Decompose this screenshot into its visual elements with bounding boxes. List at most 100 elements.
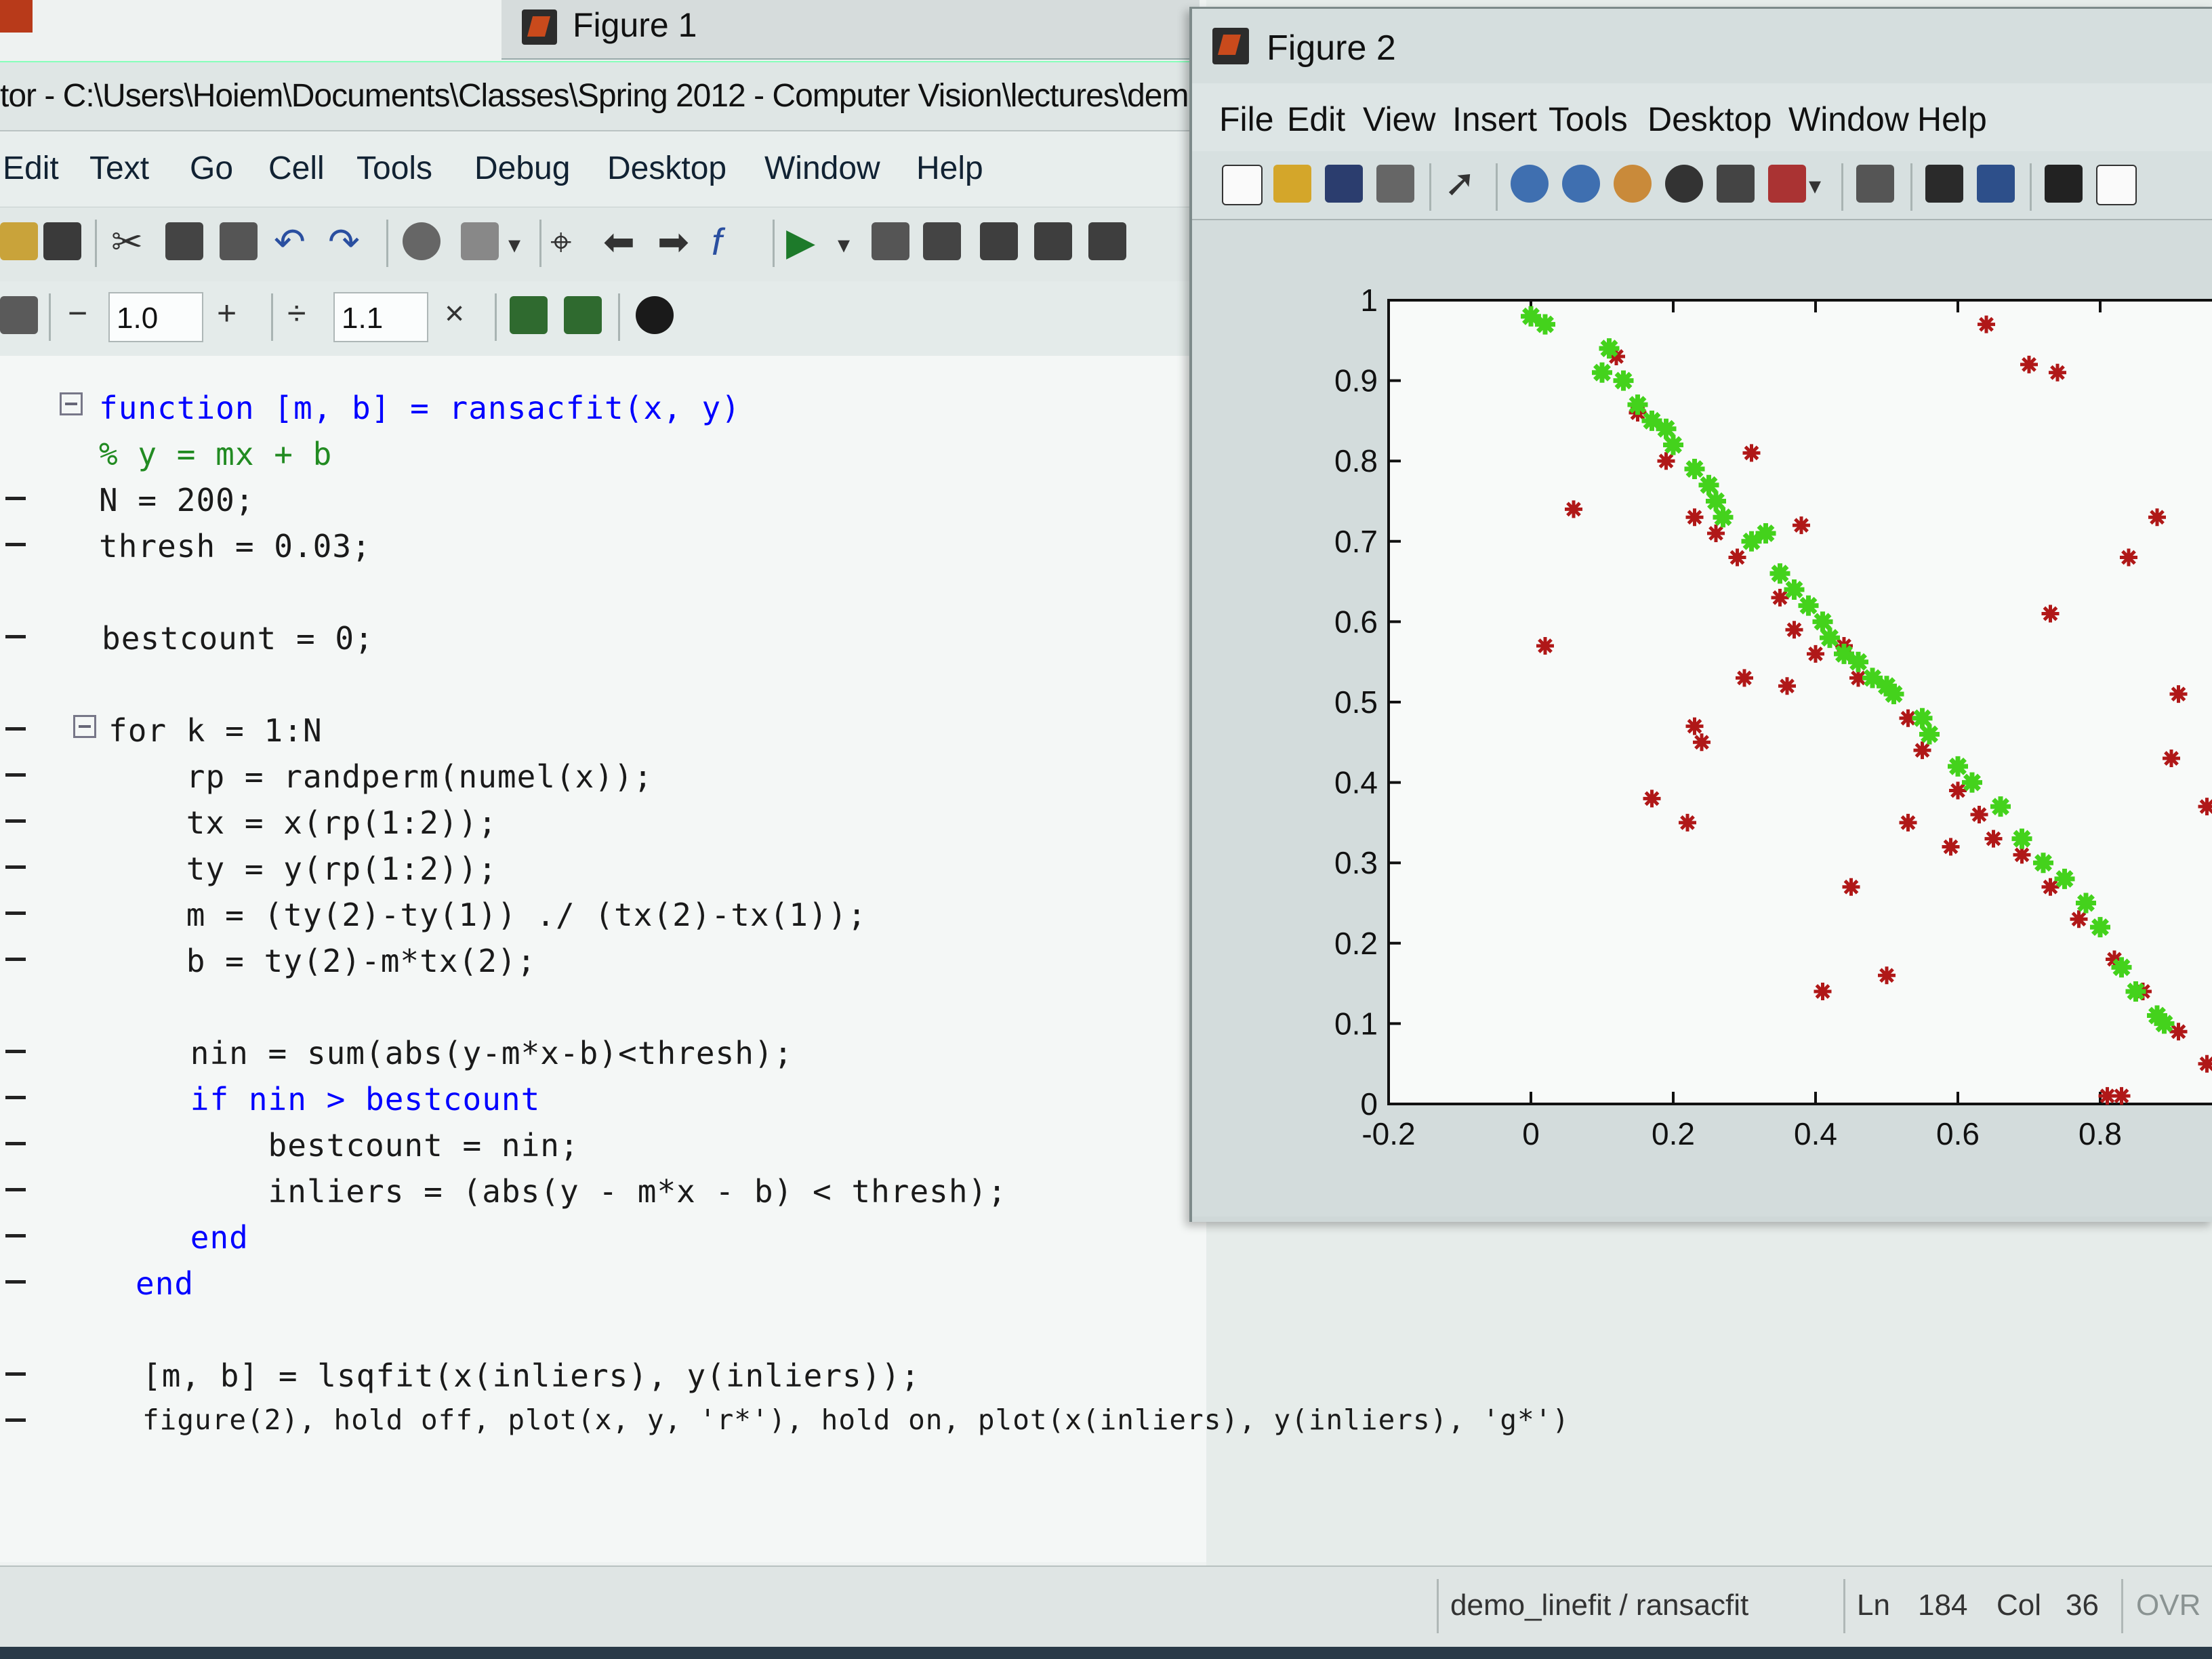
- red-star-point: [2020, 355, 2038, 373]
- rotate-3d-icon[interactable]: [1665, 165, 1703, 203]
- y-tick-label: 0.9: [1334, 363, 1378, 398]
- toolbar-separator: [539, 220, 541, 267]
- menu-debug[interactable]: Debug: [474, 150, 571, 186]
- x-tick-label: 0.4: [1794, 1116, 1837, 1151]
- menu-help[interactable]: Help: [916, 150, 983, 186]
- status-ovr-mode: OVR: [2136, 1589, 2201, 1622]
- pan-hand-icon[interactable]: [1614, 165, 1652, 203]
- fig-menu-file[interactable]: File: [1219, 100, 1274, 138]
- figure2-canvas[interactable]: 0 0.1 0.2 0.3 0.4 0.5 0.6 0.7 0.8 0.9 1 -0.2 0 0.2 0.4…: [1192, 220, 2212, 1216]
- paste-icon[interactable]: [220, 222, 258, 260]
- legend-icon[interactable]: [1977, 165, 2015, 203]
- editor-title-text: tor - C:\Users\Hoiem\Documents\Classes\S…: [0, 78, 1189, 114]
- data-cursor-icon[interactable]: [1717, 165, 1755, 203]
- link-plot-icon[interactable]: [1856, 165, 1894, 203]
- brush-icon[interactable]: [1768, 165, 1806, 203]
- back-arrow-icon[interactable]: ⬅: [603, 220, 635, 263]
- function-icon[interactable]: f: [712, 220, 722, 263]
- print-icon[interactable]: [403, 222, 441, 260]
- new-figure-icon[interactable]: [1222, 165, 1263, 205]
- save-icon[interactable]: [1325, 165, 1363, 203]
- chevron-down-icon[interactable]: ▾: [838, 230, 851, 258]
- scatter-plot[interactable]: 00.10.20.30.40.50.60.70.80.91-0.2 0 0.2 0.4…: [1192, 220, 2212, 1216]
- menu-tools[interactable]: Tools: [356, 150, 433, 186]
- evaluate-cell-icon[interactable]: [510, 296, 548, 334]
- hide-plot-tools-icon[interactable]: [2045, 165, 2083, 203]
- run-icon[interactable]: ▶: [786, 220, 816, 263]
- status-col-label: Col: [1996, 1589, 2042, 1622]
- gutter-line-marker: [5, 635, 26, 638]
- green-star-point: [1834, 643, 1854, 664]
- open-file-icon[interactable]: [1273, 165, 1311, 203]
- gutter-line-marker: [5, 543, 26, 546]
- fig-menu-help[interactable]: Help: [1917, 100, 1987, 138]
- cut-icon[interactable]: ✂: [111, 220, 143, 263]
- cell-mode-icon[interactable]: [0, 296, 38, 334]
- colorbar-icon[interactable]: [1925, 165, 1963, 203]
- figure1-taskbar-tab[interactable]: Figure 1: [501, 0, 1200, 60]
- code-line-9: rp = randperm(numel(x));: [108, 758, 653, 795]
- multiply-button[interactable]: ×: [445, 294, 465, 332]
- fig-menu-window[interactable]: Window: [1788, 100, 1909, 138]
- fig-menu-edit[interactable]: Edit: [1287, 100, 1346, 138]
- code-editor[interactable]: function [m, b] = ransacfit(x, y) % y = …: [0, 356, 1569, 1562]
- red-star-point: [1878, 966, 1896, 985]
- red-star-point: [2106, 950, 2123, 968]
- green-star-point: [1698, 474, 1719, 495]
- chevron-down-icon[interactable]: ▾: [1809, 171, 1822, 199]
- copy-icon[interactable]: [165, 222, 203, 260]
- info-icon[interactable]: [636, 296, 674, 334]
- green-star-point: [1948, 756, 1968, 777]
- evaluate-advance-icon[interactable]: [564, 296, 602, 334]
- clear-breakpoints-icon[interactable]: [923, 222, 961, 260]
- print-icon[interactable]: [1376, 165, 1414, 203]
- gutter-line-marker: [5, 1418, 26, 1422]
- chevron-down-icon[interactable]: ▾: [508, 230, 521, 258]
- step-in-icon[interactable]: [1034, 222, 1072, 260]
- open-file-icon[interactable]: [0, 222, 38, 260]
- menu-text[interactable]: Text: [89, 150, 150, 186]
- figure2-title-bar[interactable]: Figure 2: [1192, 9, 2212, 83]
- code-line-17: bestcount = nin;: [112, 1127, 579, 1164]
- menu-window[interactable]: Window: [764, 150, 880, 186]
- fig-menu-view[interactable]: View: [1363, 100, 1436, 138]
- fig-menu-tools[interactable]: Tools: [1549, 100, 1628, 138]
- decrement-button[interactable]: −: [68, 294, 88, 332]
- menu-cell[interactable]: Cell: [268, 150, 325, 186]
- save-icon[interactable]: [43, 222, 81, 260]
- cell-increment-field-1[interactable]: 1.0: [108, 292, 203, 342]
- edit-plot-arrow-icon[interactable]: ➚: [1444, 161, 1476, 204]
- divide-button[interactable]: ÷: [287, 294, 306, 332]
- fold-function-toggle[interactable]: [60, 392, 83, 415]
- zoom-in-icon[interactable]: [1511, 165, 1549, 203]
- fold-for-toggle[interactable]: [73, 715, 96, 738]
- red-star-point: [1643, 790, 1661, 808]
- toolbar-separator: [1910, 163, 1912, 211]
- fig-menu-desktop[interactable]: Desktop: [1647, 100, 1772, 138]
- compare-icon[interactable]: [461, 222, 499, 260]
- cell-increment-field-2[interactable]: 1.1: [333, 292, 428, 342]
- redo-icon[interactable]: ↷: [328, 220, 360, 263]
- find-binoculars-icon[interactable]: ⌖: [550, 220, 572, 263]
- breakpoint-icon[interactable]: [872, 222, 909, 260]
- menu-desktop[interactable]: Desktop: [607, 150, 727, 186]
- gutter-line-marker: [5, 958, 26, 961]
- matlab-app-icon[interactable]: [0, 0, 33, 33]
- red-star-point: [1657, 452, 1675, 470]
- increment-button[interactable]: +: [217, 294, 237, 332]
- zoom-out-icon[interactable]: [1562, 165, 1600, 203]
- x-tick-label: 0.2: [1652, 1116, 1695, 1151]
- y-tick-label: 0.5: [1334, 684, 1378, 720]
- menu-go[interactable]: Go: [190, 150, 234, 186]
- y-tick-label: 0.6: [1334, 604, 1378, 639]
- forward-arrow-icon[interactable]: ➡: [657, 220, 689, 263]
- fig-menu-insert[interactable]: Insert: [1452, 100, 1538, 138]
- menu-edit[interactable]: Edit: [3, 150, 59, 186]
- step-icon[interactable]: [980, 222, 1018, 260]
- undo-icon[interactable]: ↶: [274, 220, 306, 263]
- show-plot-tools-icon[interactable]: [2096, 165, 2137, 205]
- step-out-icon[interactable]: [1088, 222, 1126, 260]
- green-star-point: [1656, 418, 1677, 439]
- red-star-point: [1814, 982, 1832, 1000]
- toolbar-separator: [1496, 163, 1498, 211]
